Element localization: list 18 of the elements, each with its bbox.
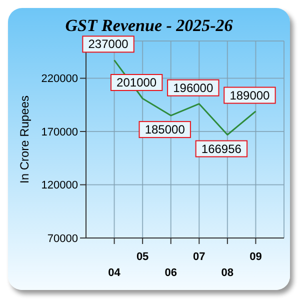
- y-axis-title: In Crore Rupees: [17, 95, 32, 184]
- x-tick-label: 07: [193, 251, 206, 263]
- y-tick-label: 170000: [41, 126, 78, 138]
- y-tick-label: 70000: [47, 232, 78, 245]
- x-tick-label: 05: [136, 251, 149, 263]
- x-tick-label: 09: [250, 251, 262, 263]
- data-label: 196000: [173, 80, 214, 95]
- chart-title: GST Revenue - 2025-26: [64, 16, 234, 36]
- x-tick-label: 06: [164, 267, 177, 279]
- data-label: 166956: [201, 142, 242, 156]
- data-label: 189000: [230, 88, 270, 102]
- data-label: 237000: [88, 37, 129, 52]
- x-tick-label: 08: [221, 267, 234, 279]
- data-label: 185000: [144, 122, 186, 137]
- y-tick-label: 120000: [41, 180, 78, 192]
- x-tick-label: 04: [108, 267, 122, 279]
- y-tick-label: 220000: [41, 73, 78, 86]
- data-label: 201000: [116, 76, 157, 90]
